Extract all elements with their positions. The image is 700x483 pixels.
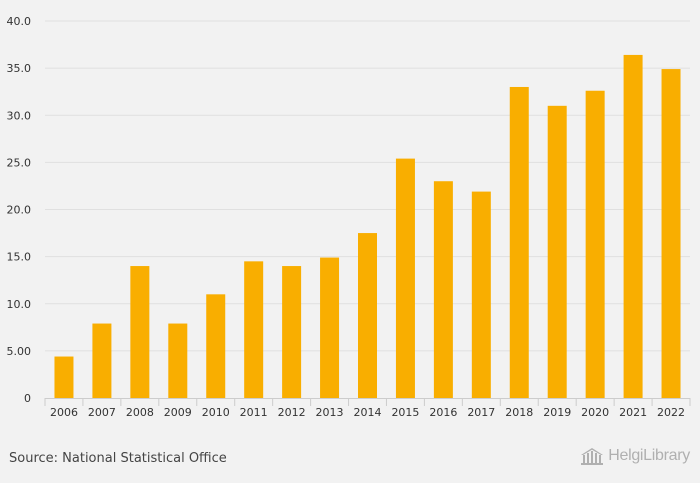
bar-2008 bbox=[130, 266, 150, 398]
y-tick-label: 30.0 bbox=[7, 109, 32, 122]
bar-2014 bbox=[358, 233, 377, 398]
y-tick-label: 5.00 bbox=[7, 345, 32, 358]
x-tick-label: 2008 bbox=[126, 406, 154, 419]
source-note: Source: National Statistical Office bbox=[9, 451, 227, 466]
bar-2020 bbox=[585, 90, 605, 399]
bar-2013 bbox=[320, 257, 340, 398]
bar-2019 bbox=[547, 105, 567, 398]
x-tick-label: 2017 bbox=[467, 406, 495, 419]
library-building-icon bbox=[581, 448, 604, 465]
x-tick-label: 2014 bbox=[354, 406, 382, 419]
x-tick-label: 2007 bbox=[88, 406, 116, 419]
x-tick-label: 2011 bbox=[240, 406, 268, 419]
y-tick-label: 25.0 bbox=[7, 156, 32, 169]
x-tick-label: 2020 bbox=[581, 406, 609, 419]
x-tick-label: 2013 bbox=[316, 406, 344, 419]
bar-2018 bbox=[509, 86, 529, 398]
y-tick-label: 0 bbox=[24, 392, 31, 405]
x-tick-label: 2015 bbox=[391, 406, 419, 419]
bar-2015 bbox=[395, 158, 415, 398]
bar-2012 bbox=[282, 266, 302, 398]
bar-2016 bbox=[433, 181, 453, 398]
bar-2011 bbox=[244, 261, 264, 398]
bar-2007 bbox=[92, 323, 112, 398]
bar-2017 bbox=[471, 191, 491, 398]
x-tick-label: 2010 bbox=[202, 406, 230, 419]
y-tick-label: 15.0 bbox=[7, 251, 32, 264]
y-tick-label: 35.0 bbox=[7, 62, 32, 75]
bar-2009 bbox=[168, 323, 188, 398]
y-tick-label: 40.0 bbox=[7, 15, 32, 28]
x-tick-label: 2016 bbox=[429, 406, 457, 419]
y-axis-tick-labels: 0 5.00 10.0 15.0 20.0 25.0 30.0 35.0 40.0 bbox=[7, 15, 32, 405]
x-tick-label: 2009 bbox=[164, 406, 192, 419]
x-tick-label: 2019 bbox=[543, 406, 571, 419]
helgilibrary-logo: HelgiLibrary bbox=[580, 446, 690, 466]
y-tick-label: 20.0 bbox=[7, 204, 32, 217]
x-axis: 2006 2007 2008 2009 2010 2011 2012 2013 2014 2015… bbox=[44, 398, 691, 419]
x-tick-label: 2006 bbox=[50, 406, 78, 419]
x-tick-label: 2021 bbox=[619, 406, 647, 419]
bar-2010 bbox=[206, 294, 226, 398]
x-tick-label: 2018 bbox=[505, 406, 533, 419]
bars bbox=[54, 54, 681, 399]
chart-footer: Source: National Statistical Office Helg… bbox=[0, 440, 700, 483]
x-tick-label: 2012 bbox=[278, 406, 306, 419]
logo-text: HelgiLibrary bbox=[608, 447, 690, 464]
bar-2022 bbox=[661, 69, 681, 398]
y-tick-label: 10.0 bbox=[7, 298, 32, 311]
bar-2021 bbox=[623, 54, 643, 399]
x-tick-label: 2022 bbox=[657, 406, 685, 419]
bar-2006 bbox=[54, 356, 74, 398]
